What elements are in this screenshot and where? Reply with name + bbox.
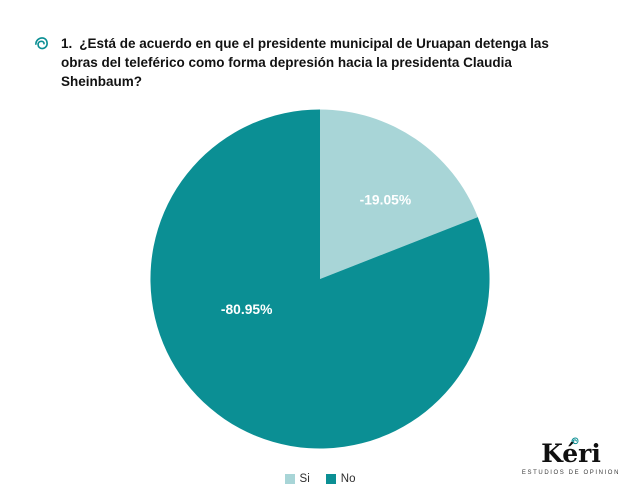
legend-swatch bbox=[325, 474, 336, 484]
question-body: ¿Está de acuerdo en que el presidente mu… bbox=[61, 36, 549, 89]
pie-slice-no bbox=[150, 109, 490, 449]
pie-chart: -19.05% -80.95% bbox=[150, 109, 490, 449]
question-header: 1. ¿Está de acuerdo en que el presidente … bbox=[34, 34, 594, 91]
logo-text: Kéri bbox=[541, 437, 601, 468]
question-text: 1. ¿Está de acuerdo en que el presidente … bbox=[61, 34, 569, 91]
logo-wordmark: Kéri bbox=[541, 439, 601, 468]
legend-swatch bbox=[284, 474, 295, 484]
legend-item-no: No bbox=[325, 473, 356, 485]
keri-logo: Kéri ESTUDIOS DE OPINION bbox=[521, 437, 620, 476]
spiral-bullet-icon bbox=[34, 36, 49, 51]
legend-label: Si bbox=[299, 473, 310, 485]
legend-item-si: Si bbox=[284, 473, 310, 485]
pie-slice-si bbox=[320, 109, 478, 280]
legend-label: No bbox=[340, 473, 356, 485]
pie-slice-label: -19.05% bbox=[360, 192, 412, 208]
logo-subtext: ESTUDIOS DE OPINION bbox=[521, 470, 620, 476]
pie-slice-label: -80.95% bbox=[221, 301, 273, 317]
chart-area: -19.05% -80.95% bbox=[0, 106, 640, 452]
logo-spiral-icon bbox=[571, 437, 579, 445]
question-number: 1. bbox=[61, 36, 73, 51]
chart-legend: Si No bbox=[0, 473, 640, 485]
